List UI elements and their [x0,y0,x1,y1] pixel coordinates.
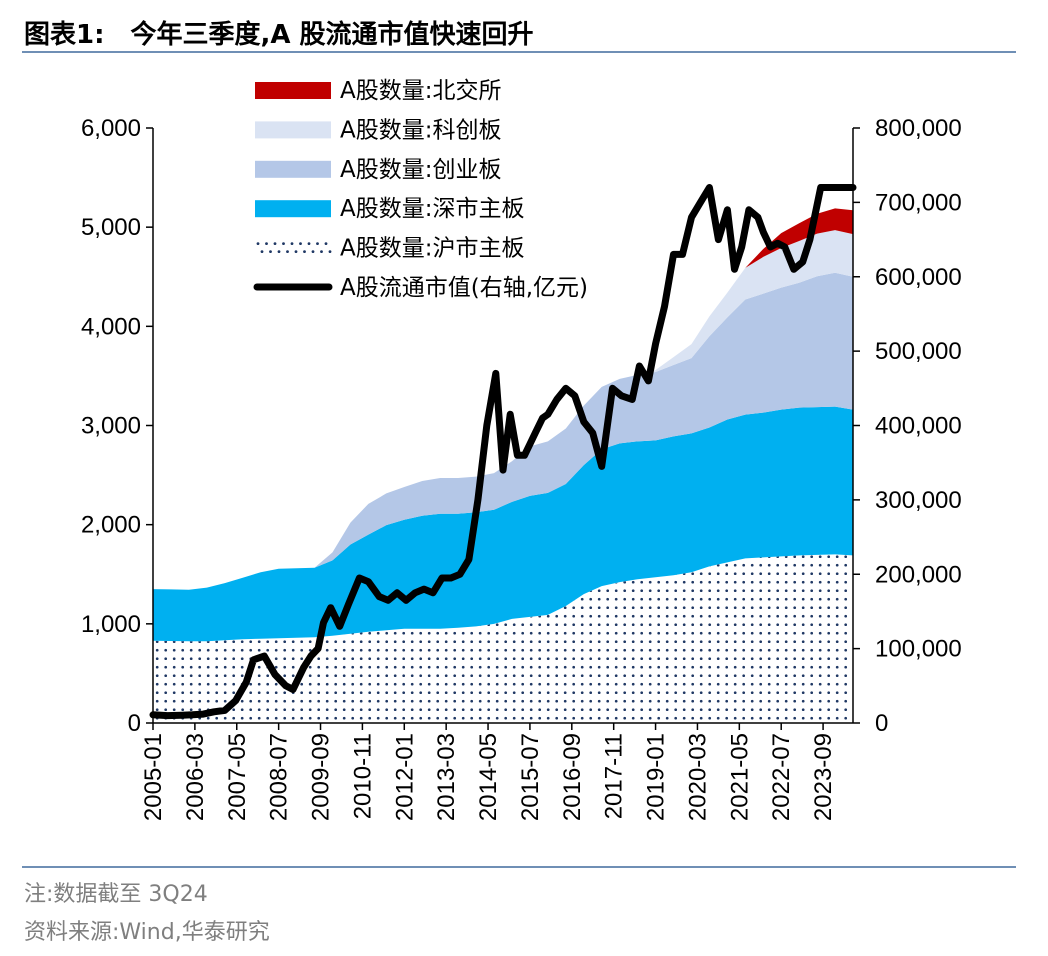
right-axis-tick-label: 800,000 [875,115,962,142]
x-axis-tick-label: 2022-07 [768,733,795,821]
right-axis-tick-label: 600,000 [875,264,962,291]
right-axis-tick-label: 400,000 [875,413,962,440]
source-note: 资料来源:Wind,华泰研究 [24,920,270,945]
line-series-group [149,184,857,720]
legend-label: A股数量:科创板 [340,117,501,143]
legend-swatch [255,82,331,99]
legend-swatch-dots [256,242,332,254]
x-axis-tick-label: 2023-09 [810,733,837,821]
x-axis-tick-label: 2005-01 [140,733,167,821]
right-axis-tick-label: 300,000 [875,487,962,514]
chart: 0 1,000 2,000 3,000 4,000 5,000 6,000 0 100,000 2… [81,78,962,821]
left-axis-tick-label: 4,000 [81,313,141,340]
area-star [153,230,853,590]
line-market-cap [149,184,857,720]
x-axis-tick-label: 2015-07 [517,733,544,821]
x-axis-tick-label: 2012-01 [391,733,418,821]
x-axis-tick-label: 2009-09 [308,733,335,821]
legend: A股数量:北交所 A股数量:科创板 A股数量:创业板 A股数量:深市主板 A股数量:沪市… [253,78,588,301]
area-sh-main [153,554,853,723]
figure-title: 图表1: 今年三季度,A 股流通市值快速回升 [24,14,534,51]
x-axis-tick-label: 2020-03 [684,733,711,821]
legend-swatch [255,200,331,218]
legend-swatch [255,121,331,139]
area-sz-main [153,406,853,642]
x-axis-tick-label: 2008-07 [266,733,293,821]
x-axis-tick-label: 2007-05 [224,733,251,821]
legend-label: A股流通市值(右轴,亿元) [340,275,588,301]
legend-label: A股数量:创业板 [340,157,501,183]
figure-label: 图表1: [24,20,105,50]
right-axis-tick-label: 500,000 [875,338,962,365]
area-chinext [153,272,853,590]
x-axis-tick-label: 2016-09 [559,733,586,821]
x-axis-tick-label: 2014-05 [475,733,502,821]
top-rule [22,51,1016,53]
footnote: 注:数据截至 3Q24 [24,882,208,907]
right-axis-tick-label: 700,000 [875,189,962,216]
left-axis-tick-label: 5,000 [81,214,141,241]
axes-group: 0 1,000 2,000 3,000 4,000 5,000 6,000 0 100,000 2… [81,115,962,821]
legend-sz-main: A股数量:深市主板 [255,196,524,222]
x-axis-tick-label: 2006-03 [182,733,209,821]
legend-sh-main: A股数量:沪市主板 [256,236,524,262]
right-axis-tick-label: 0 [875,710,888,737]
x-axis-tick-label: 2010-11 [349,733,376,819]
bottom-rule [22,866,1016,868]
right-axis-tick-label: 100,000 [875,636,962,663]
x-axis-tick-label: 2019-01 [643,733,670,821]
legend-market-cap: A股流通市值(右轴,亿元) [253,275,588,301]
x-axis-tick-label: 2013-03 [433,733,460,821]
legend-chinext: A股数量:创业板 [255,157,501,183]
legend-star: A股数量:科创板 [255,117,501,143]
x-axis-tick-label: 2021-05 [726,733,753,821]
x-axis-tick-label: 2017-11 [601,733,628,819]
right-axis-tick-label: 200,000 [875,561,962,588]
left-axis-tick-label: 0 [128,710,141,737]
figure-title-text: 今年三季度,A 股流通市值快速回升 [130,20,534,50]
legend-swatch [255,160,331,178]
left-axis-tick-label: 1,000 [81,611,141,638]
left-axis-tick-label: 3,000 [81,413,141,440]
left-axis-tick-label: 6,000 [81,115,141,142]
legend-label: A股数量:北交所 [340,78,501,104]
legend-bse: A股数量:北交所 [255,78,501,104]
legend-label: A股数量:深市主板 [340,196,524,222]
legend-label: A股数量:沪市主板 [340,236,524,262]
left-axis-tick-label: 2,000 [81,512,141,539]
